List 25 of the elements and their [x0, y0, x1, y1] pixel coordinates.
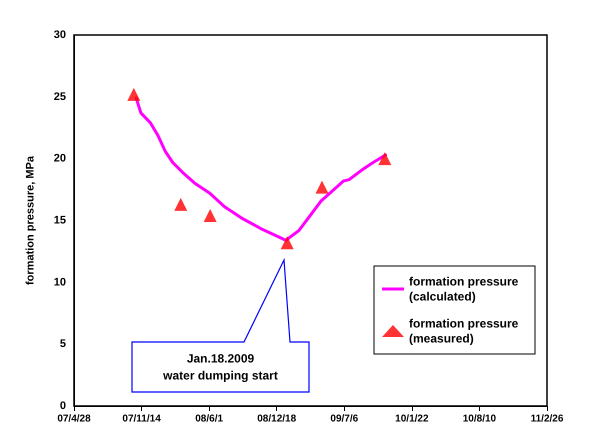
annotation: Jan.18.2009 water dumping start — [162, 352, 278, 382]
point — [378, 152, 392, 166]
x-tick-label: 09/7/6 — [330, 414, 359, 424]
y-axis-title: formation pressure, MPa — [24, 155, 36, 285]
x-tick-label: 10/8/10 — [462, 414, 497, 424]
legend-label: formation pressure (calculated) — [409, 274, 522, 304]
y-tick-label: 20 — [54, 152, 66, 165]
point — [127, 88, 140, 101]
x-tick-label: 11/2/26 — [530, 414, 564, 424]
y-tick-label: 5 — [60, 338, 66, 350]
point — [174, 198, 188, 211]
y-tick-label: 0 — [60, 400, 66, 412]
y-tick-label: 10 — [54, 276, 66, 288]
y-tick-label: 15 — [54, 214, 66, 226]
x-tick-label: 08/12/18 — [257, 414, 297, 424]
x-tick-label: 08/6/1 — [195, 414, 224, 424]
y-tick-label: 25 — [54, 90, 66, 103]
point — [204, 209, 217, 222]
y-tick-label: 30 — [54, 29, 66, 41]
point — [315, 180, 328, 194]
x-tick-label: 10/1/22 — [395, 414, 429, 424]
point — [280, 236, 294, 250]
x-tick-label: 07/11/14 — [122, 414, 162, 424]
legend-label: formation pressure (measured) — [409, 316, 522, 346]
x-tick-label: 07/4/28 — [57, 414, 92, 424]
